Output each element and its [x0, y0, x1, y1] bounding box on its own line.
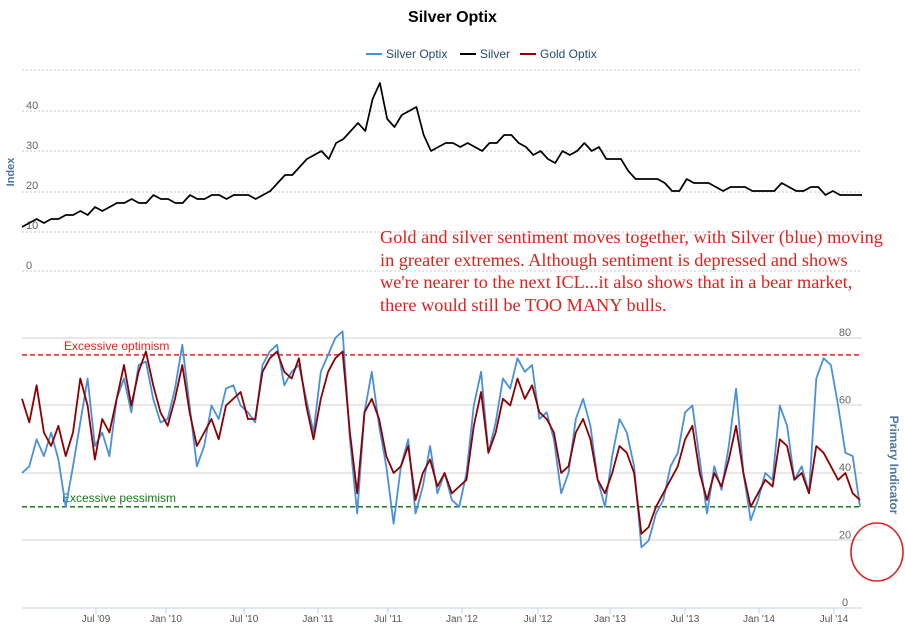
series-line-silver	[21, 82, 862, 228]
reference-line-label: Excessive optimism	[64, 339, 169, 353]
legend-label-gold-optix: Gold Optix	[540, 47, 597, 61]
left-axis-title: Index	[5, 157, 17, 187]
right-axis-tick: 60	[839, 395, 851, 407]
x-axis-tick: Jul '10	[230, 614, 259, 625]
left-axis-tick: 40	[26, 100, 38, 112]
x-axis-tick: Jul '09	[82, 614, 111, 625]
chart-title: Silver Optix	[408, 9, 497, 26]
reference-line-label: Excessive pessimism	[62, 491, 176, 505]
x-axis-tick: Jul '11	[374, 614, 402, 625]
legend-label-silver-optix: Silver Optix	[386, 47, 447, 61]
right-axis-title: Primary Indicator	[887, 416, 901, 515]
legend-item-gold-optix[interactable]: Gold Optix	[520, 47, 597, 61]
x-axis-tick: Jan '14	[743, 614, 775, 625]
left-axis-tick: 0	[26, 260, 32, 272]
highlight-circle	[850, 522, 904, 582]
x-axis-tick: Jan '10	[150, 614, 182, 625]
left-axis-tick: 20	[26, 180, 38, 192]
right-axis-tick: 20	[839, 530, 851, 542]
legend-label-silver: Silver	[480, 47, 510, 61]
right-axis-tick: 80	[839, 327, 851, 339]
right-axis-tick: 0	[842, 597, 848, 609]
x-axis-tick: Jan '13	[594, 614, 626, 625]
x-axis-tick: Jul '12	[524, 614, 553, 625]
left-axis-tick: 30	[26, 140, 38, 152]
series-lines	[21, 82, 862, 549]
annotation-text: Gold and silver sentiment moves together…	[380, 227, 883, 315]
x-axis-tick: Jan '12	[446, 614, 478, 625]
x-axis-tick: Jan '11	[302, 614, 334, 625]
legend: Silver Optix Silver Gold Optix	[366, 47, 597, 61]
gridlines	[22, 69, 862, 609]
right-axis-tick: 40	[839, 462, 851, 474]
x-axis-tick: Jul '14	[820, 614, 849, 625]
series-line-gold-optix	[21, 350, 861, 535]
x-axis-tick: Jul '13	[671, 614, 700, 625]
reference-lines: Excessive optimism Excessive pessimism	[22, 339, 862, 508]
legend-item-silver[interactable]: Silver	[460, 47, 510, 61]
legend-item-silver-optix[interactable]: Silver Optix	[366, 47, 447, 61]
